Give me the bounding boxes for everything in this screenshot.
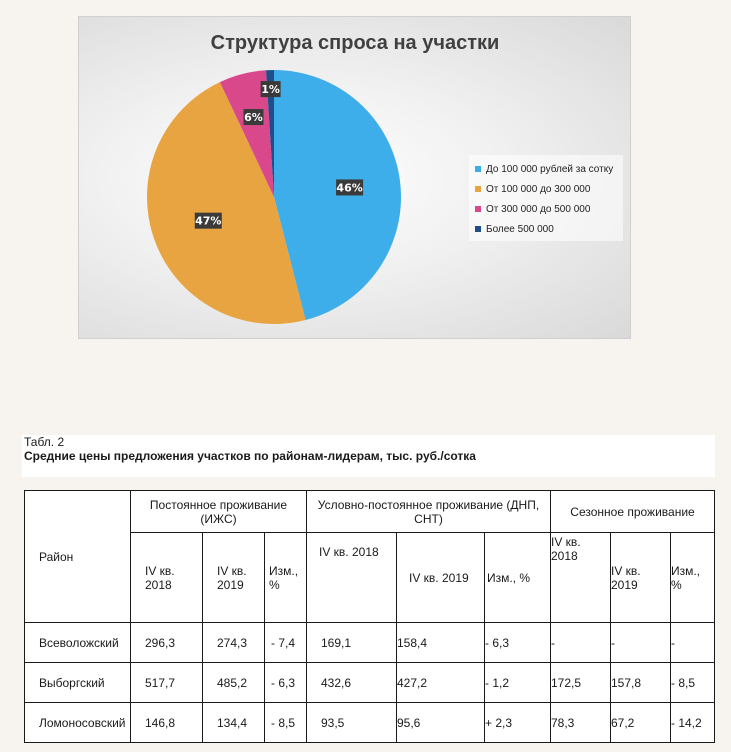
data-cell: - 1,2	[484, 662, 551, 703]
legend-item: От 300 000 до 500 000	[475, 199, 623, 219]
data-cell: + 2,3	[484, 702, 551, 743]
data-cell: 274,3	[202, 622, 265, 663]
table-header-row: Район Постоянное проживание (ИЖС) Условн…	[24, 490, 716, 623]
data-cell: -	[669, 622, 716, 663]
data-cell: - 14,2	[669, 702, 716, 743]
data-cell: 146,8	[130, 702, 203, 743]
slice-label-box	[260, 81, 281, 98]
header-cell: IV кв. 2019	[202, 532, 265, 623]
data-cell: 427,2	[396, 662, 485, 703]
data-cell: 93,5	[306, 702, 397, 743]
legend-label: От 100 000 до 300 000	[486, 183, 591, 195]
slice-label: 47%	[195, 215, 221, 228]
header-cell: IV кв. 2018	[550, 532, 611, 623]
data-cell: - 8,5	[264, 702, 307, 743]
slice-label-box	[336, 179, 364, 196]
data-cell: 78,3	[550, 702, 611, 743]
data-cell: - 7,4	[264, 622, 307, 663]
prices-table: Район Постоянное проживание (ИЖС) Условн…	[24, 490, 716, 743]
pie-chart-panel: Структура спроса на участки 46% 47% 6% 1% Д…	[78, 16, 631, 339]
legend-item: Более 500 000	[475, 219, 623, 239]
slice-label: 1%	[261, 83, 280, 96]
header-cell: IV кв. 2019	[396, 532, 485, 623]
pie-slice	[266, 70, 274, 197]
table-title: Средние цены предложения участков по рай…	[24, 449, 476, 463]
header-cell: Изм., %	[484, 532, 551, 623]
table-number: Табл. 2	[24, 435, 65, 449]
legend-item: От 100 000 до 300 000	[475, 179, 623, 199]
header-group: Постоянное проживание (ИЖС)	[130, 490, 307, 533]
data-cell: - 6,3	[484, 622, 551, 663]
legend-swatch	[475, 186, 481, 192]
data-cell: - 6,3	[264, 662, 307, 703]
slice-label-box	[243, 109, 264, 126]
legend-swatch	[475, 206, 481, 212]
header-cell: IV кв. 2018	[130, 532, 203, 623]
district-cell: Выборгский	[24, 662, 131, 703]
table-row: Выборгский 517,7 485,2 - 6,3 432,6 427,2…	[24, 662, 716, 703]
data-cell: -	[550, 622, 611, 663]
header-group: Сезонное проживание	[549, 490, 716, 533]
slice-label: 6%	[244, 111, 263, 124]
data-cell: 157,8	[610, 662, 671, 703]
header-cell: Изм., %	[264, 532, 307, 623]
district-cell: Всеволожский	[24, 622, 131, 663]
header-cell: IV кв. 2019	[610, 532, 671, 623]
data-cell: 172,5	[550, 662, 611, 703]
pie-slice	[146, 82, 306, 325]
data-cell: 517,7	[130, 662, 203, 703]
slice-label: 46%	[336, 181, 362, 194]
legend-label: Более 500 000	[486, 223, 554, 235]
table-caption: Табл. 2 Средние цены предложения участко…	[22, 435, 715, 477]
legend-item: До 100 000 рублей за сотку	[475, 159, 623, 179]
data-cell: 296,3	[130, 622, 203, 663]
header-cell: Изм., %	[669, 532, 716, 623]
header-group: Условно-постоянное проживание (ДНП, СНТ)	[306, 490, 551, 533]
data-cell: 432,6	[306, 662, 397, 703]
chart-legend: До 100 000 рублей за сотку От 100 000 до…	[469, 155, 623, 241]
legend-label: До 100 000 рублей за сотку	[486, 163, 614, 175]
slice-label-box	[194, 212, 222, 229]
district-cell: Ломоносовский	[24, 702, 131, 743]
data-cell: -	[610, 622, 671, 663]
table-row: Всеволожский 296,3 274,3 - 7,4 169,1 158…	[24, 622, 716, 663]
data-cell: 67,2	[610, 702, 671, 743]
table-row: Ломоносовский 146,8 134,4 - 8,5 93,5 95,…	[24, 702, 716, 743]
data-cell: 134,4	[202, 702, 265, 743]
data-cell: - 8,5	[669, 662, 716, 703]
legend-swatch	[475, 166, 481, 172]
legend-label: От 300 000 до 500 000	[486, 203, 591, 215]
pie-chart: Структура спроса на участки 46% 47% 6% 1%	[146, 32, 500, 325]
chart-title: Структура спроса на участки	[211, 32, 500, 54]
data-cell: 485,2	[202, 662, 265, 703]
data-cell: 158,4	[396, 622, 485, 663]
pie-slice	[219, 70, 274, 197]
legend-swatch	[475, 226, 481, 232]
table-subheader-row: IV кв. 2018 IV кв. 2019 Изм., % IV кв. 2…	[25, 532, 716, 623]
header-district: Район	[24, 490, 131, 623]
data-cell: 169,1	[306, 622, 397, 663]
header-cell: IV кв. 2018	[306, 532, 397, 623]
data-cell: 95,6	[396, 702, 485, 743]
